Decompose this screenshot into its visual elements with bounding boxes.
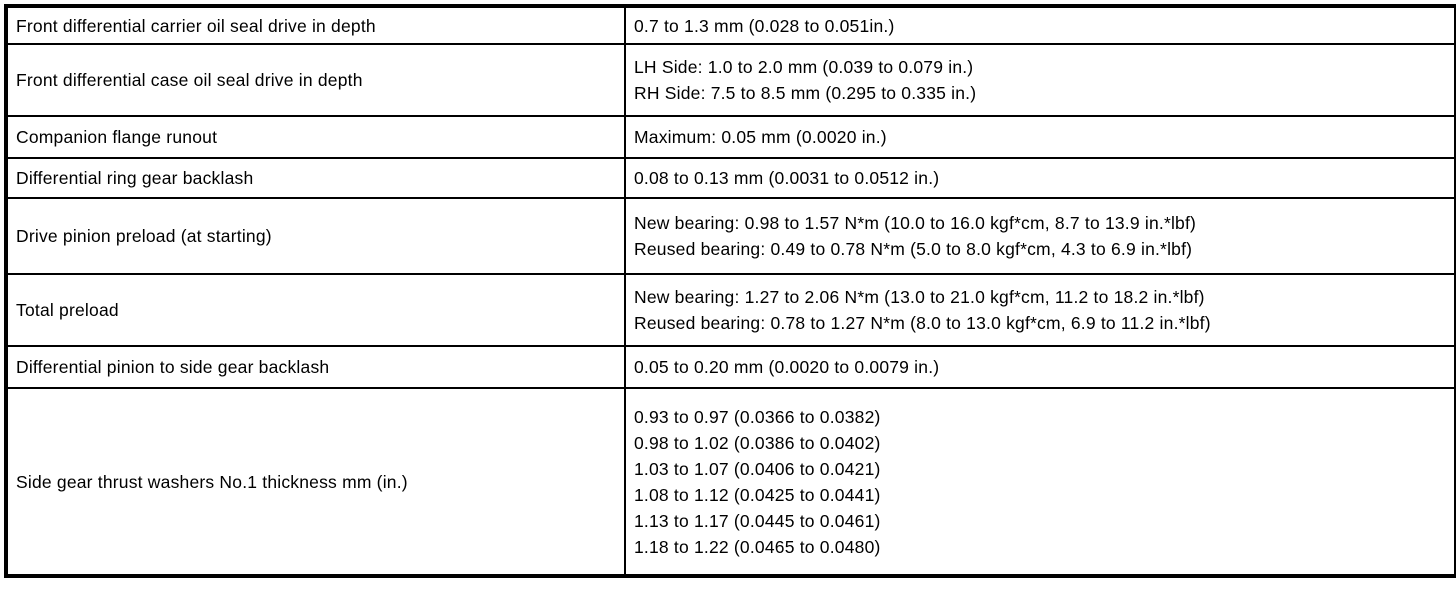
spec-name-cell: Drive pinion preload (at starting) — [5, 197, 626, 275]
spec-value-line: Reused bearing: 0.78 to 1.27 N*m (8.0 to… — [634, 313, 1211, 333]
spec-value-cell: 0.7 to 1.3 mm (0.028 to 0.051in.) — [624, 5, 1456, 45]
spec-value-line: Reused bearing: 0.49 to 0.78 N*m (5.0 to… — [634, 239, 1193, 259]
spec-value-line: New bearing: 1.27 to 2.06 N*m (13.0 to 2… — [634, 287, 1205, 307]
spec-value-line: RH Side: 7.5 to 8.5 mm (0.295 to 0.335 i… — [634, 83, 977, 103]
spec-name-cell: Total preload — [5, 273, 626, 347]
spec-value-cell: LH Side: 1.0 to 2.0 mm (0.039 to 0.079 i… — [624, 43, 1456, 117]
table-row: Total preload New bearing: 1.27 to 2.06 … — [5, 273, 1456, 347]
spec-value-line: 0.08 to 0.13 mm (0.0031 to 0.0512 in.) — [634, 168, 940, 188]
spec-value-cell: 0.05 to 0.20 mm (0.0020 to 0.0079 in.) — [624, 345, 1456, 389]
spec-value-line: 1.08 to 1.12 (0.0425 to 0.0441) — [634, 484, 881, 505]
spec-name-cell: Companion flange runout — [5, 115, 626, 159]
spec-value-line: 0.93 to 0.97 (0.0366 to 0.0382) — [634, 406, 881, 427]
table-row: Drive pinion preload (at starting) New b… — [5, 197, 1456, 275]
spec-name-cell: Differential ring gear backlash — [5, 157, 626, 199]
spec-value-line: 1.18 to 1.22 (0.0465 to 0.0480) — [634, 536, 881, 557]
spec-name-cell: Differential pinion to side gear backlas… — [5, 345, 626, 389]
table-row: Front differential case oil seal drive i… — [5, 43, 1456, 117]
table-row: Side gear thrust washers No.1 thickness … — [5, 387, 1456, 577]
spec-value-cell: 0.93 to 0.97 (0.0366 to 0.0382) 0.98 to … — [624, 387, 1456, 577]
spec-value-line: Maximum: 0.05 mm (0.0020 in.) — [634, 127, 887, 147]
table-row: Front differential carrier oil seal driv… — [5, 5, 1456, 45]
table-row: Differential ring gear backlash 0.08 to … — [5, 157, 1456, 199]
table-row: Differential pinion to side gear backlas… — [5, 345, 1456, 389]
spec-value-cell: New bearing: 0.98 to 1.57 N*m (10.0 to 1… — [624, 197, 1456, 275]
spec-table: Front differential carrier oil seal driv… — [4, 4, 1456, 578]
spec-value-line: New bearing: 0.98 to 1.57 N*m (10.0 to 1… — [634, 213, 1197, 233]
spec-value-line: 0.7 to 1.3 mm (0.028 to 0.051in.) — [634, 15, 895, 36]
spec-value-cell: 0.08 to 0.13 mm (0.0031 to 0.0512 in.) — [624, 157, 1456, 199]
table-row: Companion flange runout Maximum: 0.05 mm… — [5, 115, 1456, 159]
spec-value-line: 1.03 to 1.07 (0.0406 to 0.0421) — [634, 458, 881, 479]
spec-value-line: 0.98 to 1.02 (0.0386 to 0.0402) — [634, 432, 881, 453]
spec-value-cell: Maximum: 0.05 mm (0.0020 in.) — [624, 115, 1456, 159]
spec-value-line: 0.05 to 0.20 mm (0.0020 to 0.0079 in.) — [634, 357, 940, 377]
spec-name-cell: Front differential carrier oil seal driv… — [5, 5, 626, 45]
spec-value-line: 1.13 to 1.17 (0.0445 to 0.0461) — [634, 510, 881, 531]
spec-value-line: LH Side: 1.0 to 2.0 mm (0.039 to 0.079 i… — [634, 57, 974, 77]
spec-name-cell: Front differential case oil seal drive i… — [5, 43, 626, 117]
spec-name-cell: Side gear thrust washers No.1 thickness … — [5, 387, 626, 577]
spec-value-cell: New bearing: 1.27 to 2.06 N*m (13.0 to 2… — [624, 273, 1456, 347]
